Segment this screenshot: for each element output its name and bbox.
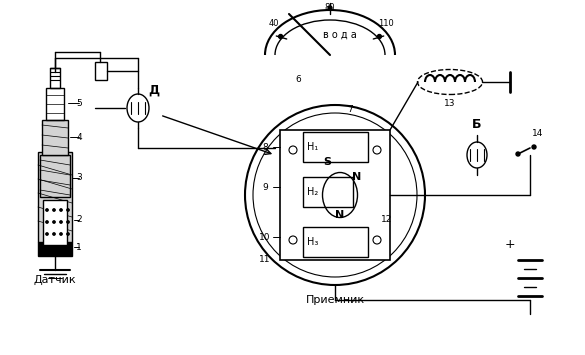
Text: 13: 13 — [444, 99, 456, 109]
Text: Д: Д — [149, 83, 160, 97]
Text: 5: 5 — [76, 98, 82, 108]
Text: Б: Б — [472, 119, 482, 131]
Text: 12: 12 — [381, 215, 393, 224]
Text: 110: 110 — [378, 18, 394, 27]
Circle shape — [67, 220, 70, 224]
Circle shape — [328, 6, 332, 10]
Text: +: + — [505, 239, 515, 251]
Text: в о д а: в о д а — [323, 30, 357, 40]
Bar — [42, 120, 68, 155]
Bar — [38, 152, 72, 242]
Bar — [303, 132, 368, 162]
Circle shape — [60, 233, 63, 235]
Text: H₂: H₂ — [307, 187, 319, 197]
Text: 1: 1 — [76, 242, 82, 251]
Circle shape — [53, 220, 56, 224]
Circle shape — [67, 208, 70, 212]
Bar — [280, 130, 390, 260]
Circle shape — [245, 105, 425, 285]
Text: 6: 6 — [295, 76, 301, 84]
Text: N: N — [352, 172, 362, 182]
Text: H₁: H₁ — [307, 142, 319, 152]
Circle shape — [516, 152, 520, 156]
Text: 14: 14 — [532, 129, 543, 137]
Circle shape — [46, 233, 49, 235]
Text: Приемник: Приемник — [305, 295, 364, 305]
Bar — [303, 227, 368, 257]
Circle shape — [67, 233, 70, 235]
Text: 80: 80 — [325, 2, 335, 11]
Text: 10: 10 — [259, 233, 271, 241]
Circle shape — [53, 208, 56, 212]
Text: 2: 2 — [76, 215, 82, 224]
Bar — [46, 88, 64, 120]
Bar — [50, 68, 60, 88]
Bar — [43, 200, 67, 245]
Circle shape — [532, 145, 536, 149]
Bar — [303, 177, 353, 207]
Text: 8: 8 — [262, 142, 268, 152]
Circle shape — [278, 34, 283, 38]
Circle shape — [46, 208, 49, 212]
Text: Датчик: Датчик — [34, 275, 76, 285]
Circle shape — [53, 233, 56, 235]
Text: H₃: H₃ — [307, 237, 319, 247]
Circle shape — [60, 208, 63, 212]
Text: N: N — [335, 210, 345, 220]
Bar — [38, 242, 72, 256]
Circle shape — [46, 220, 49, 224]
Text: 9: 9 — [262, 182, 268, 191]
Circle shape — [60, 220, 63, 224]
Text: 40: 40 — [269, 18, 280, 27]
Text: 11: 11 — [259, 256, 271, 264]
Bar — [40, 155, 70, 197]
Text: 7: 7 — [347, 105, 353, 115]
Circle shape — [377, 34, 381, 38]
Text: S: S — [323, 157, 331, 167]
Bar — [95, 62, 107, 80]
Text: 4: 4 — [76, 132, 82, 142]
Text: 3: 3 — [76, 174, 82, 182]
